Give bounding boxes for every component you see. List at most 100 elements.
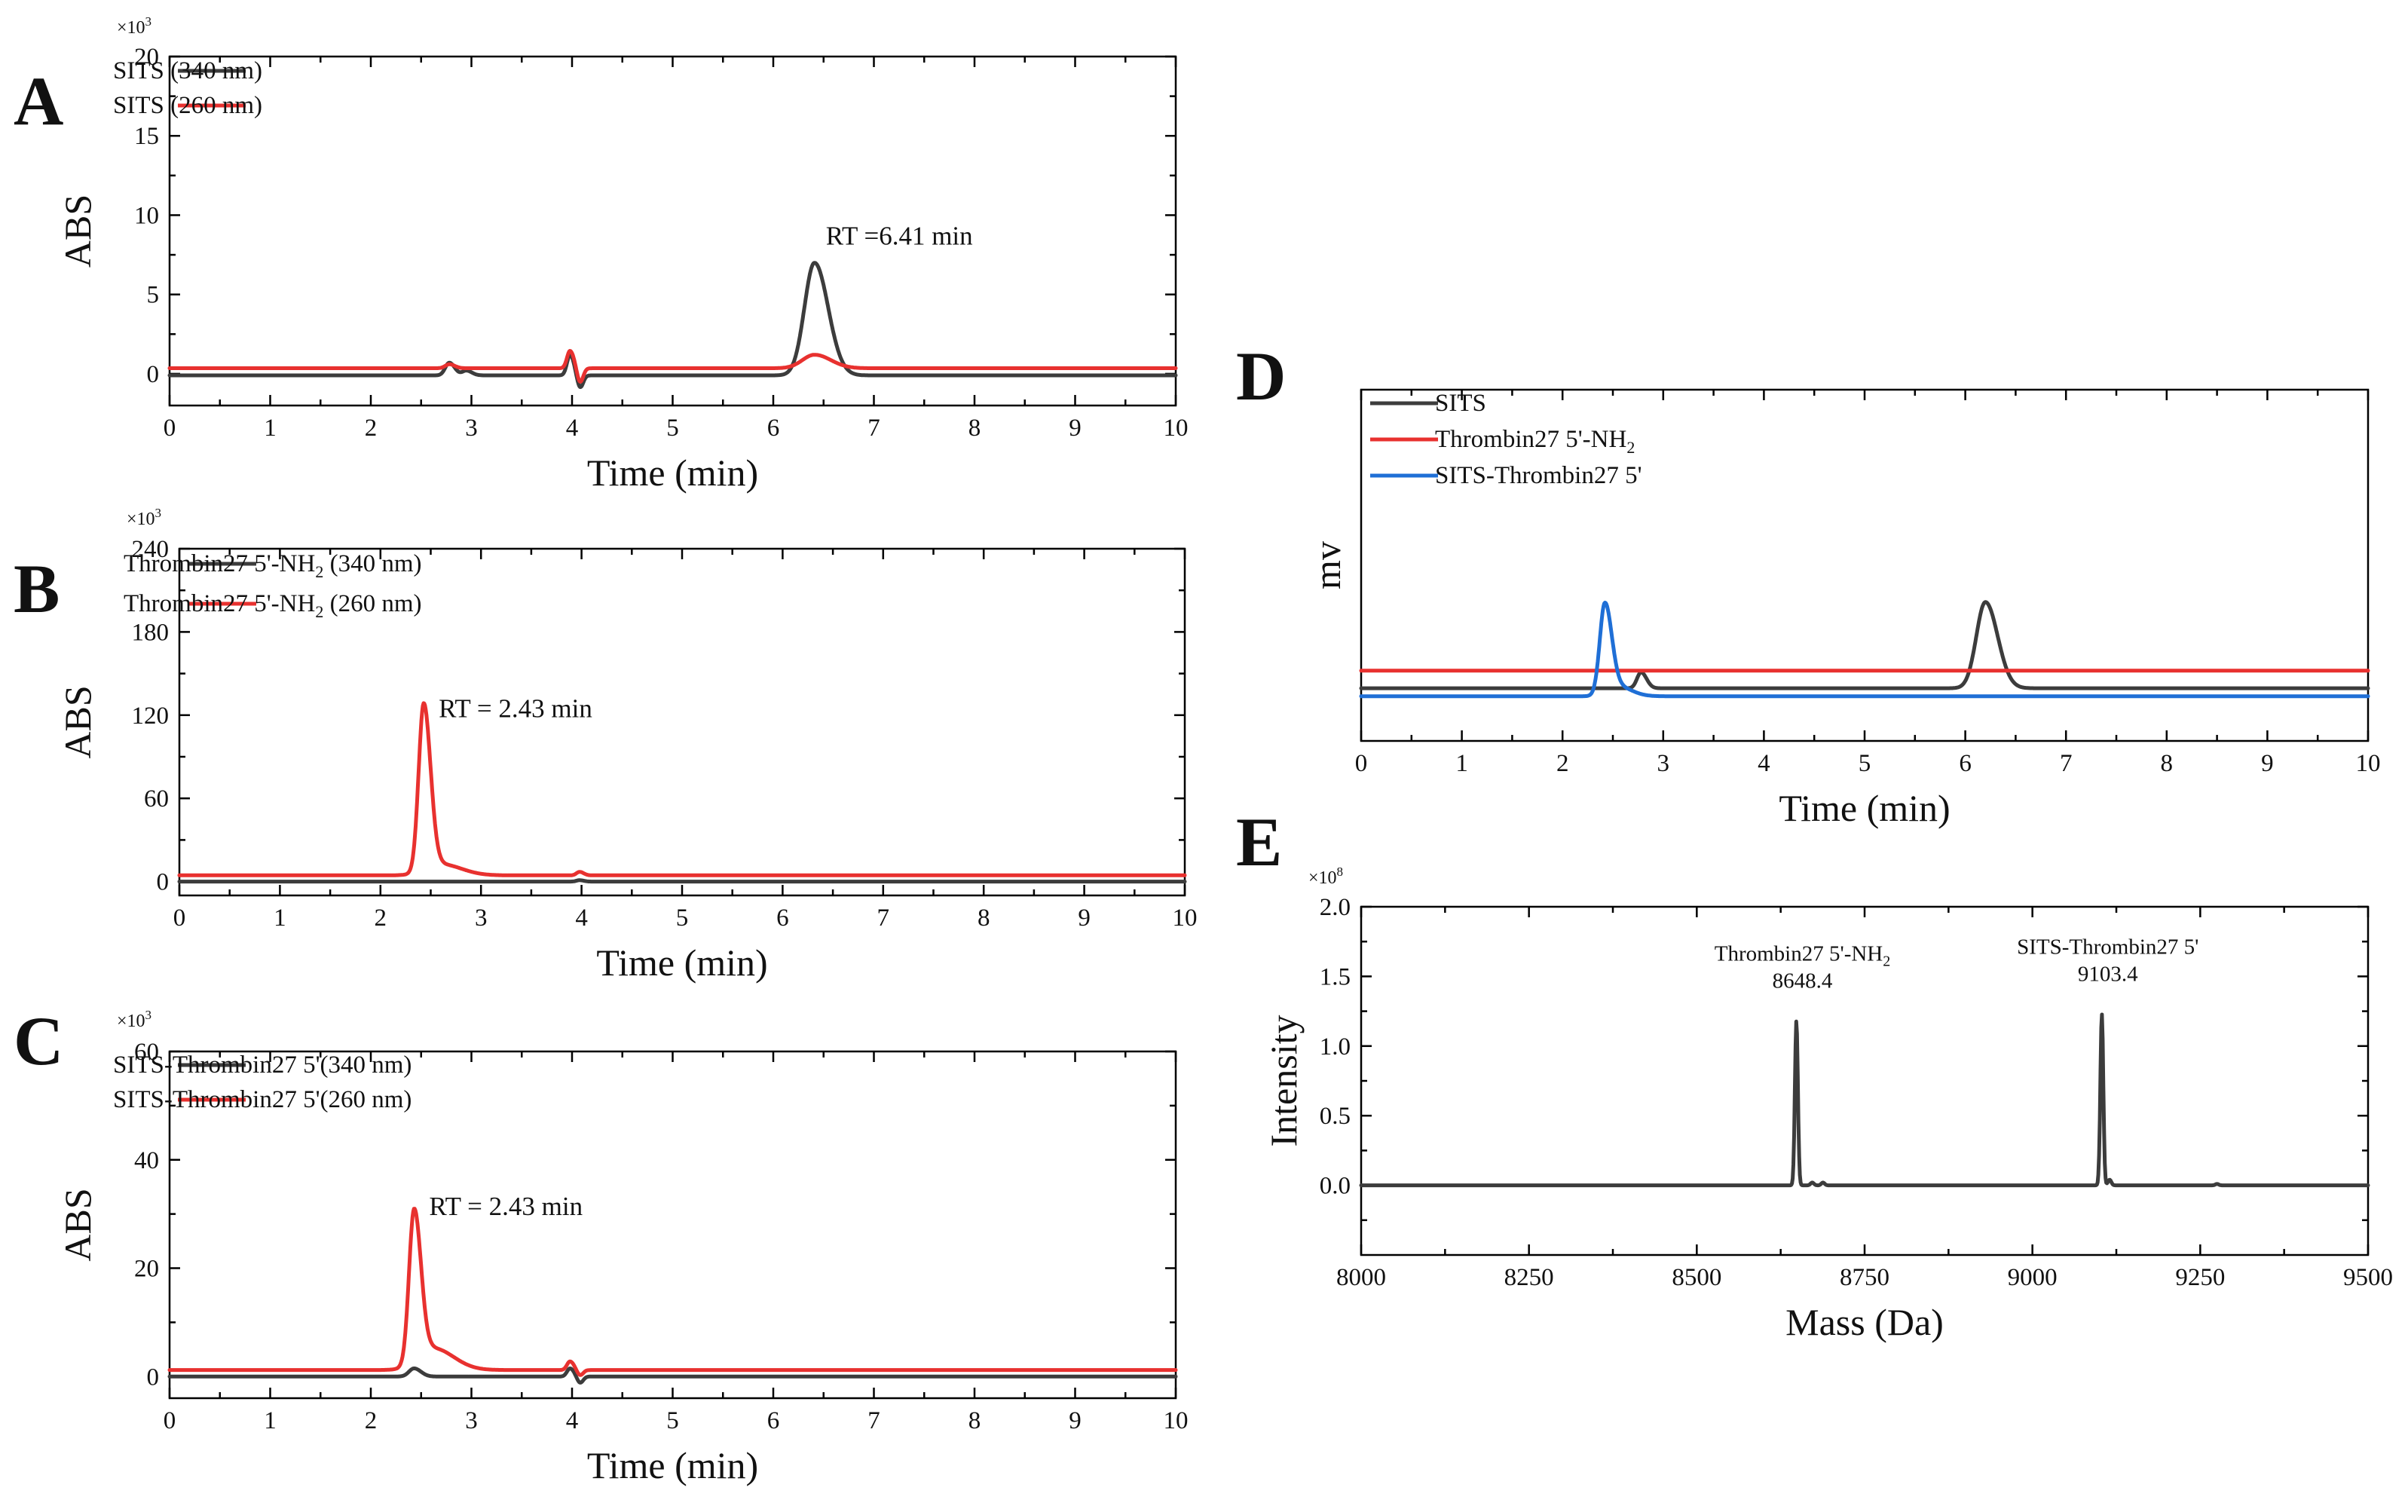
y-multiplier-B: ×103 — [127, 506, 161, 529]
x-axis-title-C: Time (min) — [587, 1444, 758, 1486]
x-tick-label-D: 2 — [1556, 750, 1569, 777]
x-tick-label-E: 8500 — [1672, 1264, 1721, 1291]
y-tick-label-B: 240 — [132, 536, 170, 563]
legend-label-A-1: SITS (260 nm) — [113, 92, 262, 119]
chart-A: 0 1 2 3 4 5 6 7 8 9 10 0 5 10 15 20 ×103 Time (min) ABS SIT… — [57, 14, 1189, 494]
y-tick-label-C: 40 — [134, 1147, 159, 1174]
y-tick-label-A: 20 — [134, 44, 159, 71]
y-tick-label-B: 120 — [132, 702, 170, 730]
x-tick-label-E: 8000 — [1336, 1264, 1386, 1291]
series-line-C-1 — [167, 1207, 1178, 1377]
y-axis-title-D: mv — [1306, 541, 1348, 589]
x-tick-label-E: 8250 — [1504, 1264, 1554, 1291]
x-tick-label-D: 0 — [1355, 750, 1368, 777]
panel-letter-B: B — [14, 550, 60, 627]
legend-label-D-0: SITS — [1435, 390, 1486, 417]
y-tick-label-A: 10 — [134, 202, 159, 229]
x-tick-label-E: 8750 — [1840, 1264, 1889, 1291]
peak-label-E-0: Thrombin27 5'-NH2 — [1715, 942, 1891, 970]
annotation-B-0: RT = 2.43 min — [439, 694, 592, 724]
y-axis-title-A: ABS — [57, 194, 99, 268]
x-tick-label-C: 3 — [465, 1407, 478, 1434]
x-tick-label-C: 0 — [164, 1407, 176, 1434]
y-multiplier-C: ×103 — [117, 1008, 151, 1031]
series-line-A-1 — [167, 349, 1178, 384]
x-tick-label-B: 2 — [375, 904, 387, 932]
y-tick-label-E: 1.5 — [1320, 963, 1351, 990]
series-line-B-0 — [177, 878, 1187, 884]
x-tick-label-B: 1 — [274, 904, 286, 932]
legend-label-C-1: SITS-Thrombin27 5'(260 nm) — [113, 1086, 412, 1113]
legend-label-B-1: Thrombin27 5'-NH2 (260 nm) — [124, 590, 422, 621]
x-tick-label-E: 9500 — [2343, 1264, 2393, 1291]
x-tick-label-D: 9 — [2261, 750, 2274, 777]
x-tick-label-D: 6 — [1959, 750, 1972, 777]
legend-label-C-0: SITS-Thrombin27 5'(340 nm) — [113, 1051, 412, 1079]
y-tick-label-E: 0.5 — [1320, 1103, 1351, 1130]
x-tick-label-A: 10 — [1164, 415, 1189, 442]
x-tick-label-A: 1 — [264, 415, 277, 442]
panel-letter-E: E — [1236, 803, 1282, 880]
x-tick-label-C: 6 — [767, 1407, 780, 1434]
peak-label-E-1: SITS-Thrombin27 5' — [2017, 935, 2198, 959]
x-tick-label-A: 5 — [666, 415, 679, 442]
y-tick-label-C: 20 — [134, 1256, 159, 1283]
y-tick-label-A: 5 — [147, 282, 160, 309]
x-tick-label-A: 7 — [867, 415, 880, 442]
chart-C: 0 1 2 3 4 5 6 7 8 9 10 0 20 40 60 ×103 Time (min) ABS SITS… — [57, 1008, 1189, 1486]
x-tick-label-C: 4 — [566, 1407, 579, 1434]
x-tick-label-C: 9 — [1069, 1407, 1082, 1434]
panel-letter-A: A — [14, 63, 63, 139]
y-multiplier-E: ×108 — [1308, 865, 1343, 888]
x-tick-label-C: 2 — [365, 1407, 378, 1434]
series-line-D-0 — [1359, 600, 2370, 690]
plot-frame-A — [168, 55, 1177, 407]
y-axis-title-B: ABS — [57, 685, 99, 758]
x-tick-label-A: 8 — [968, 415, 981, 442]
x-tick-label-B: 5 — [676, 904, 689, 932]
y-tick-label-E: 1.0 — [1320, 1033, 1351, 1061]
x-tick-label-A: 6 — [767, 415, 780, 442]
y-tick-label-A: 0 — [147, 361, 160, 388]
x-tick-label-B: 8 — [978, 904, 990, 932]
x-tick-label-B: 4 — [575, 904, 588, 932]
y-tick-label-B: 0 — [157, 869, 170, 896]
y-tick-label-B: 180 — [132, 619, 170, 646]
series-line-C-0 — [167, 1367, 1178, 1385]
series-line-D-2 — [1359, 601, 2370, 699]
series-line-A-0 — [167, 261, 1178, 390]
y-tick-label-C: 60 — [134, 1039, 159, 1066]
y-tick-label-C: 0 — [147, 1364, 160, 1391]
x-tick-label-E: 9250 — [2175, 1264, 2225, 1291]
chart-B: 0 1 2 3 4 5 6 7 8 9 10 0 60 120 180 240 ×103 Time (min) AB… — [57, 506, 1198, 984]
chart-D: 0 1 2 3 4 5 6 7 8 9 10 Time (min) mv SITS Thrombin27 5… — [1306, 388, 2381, 829]
x-tick-label-C: 10 — [1164, 1407, 1189, 1434]
x-tick-label-B: 6 — [776, 904, 789, 932]
y-tick-label-E: 2.0 — [1320, 894, 1351, 921]
legend-label-D-1: Thrombin27 5'-NH2 — [1435, 426, 1635, 457]
x-tick-label-A: 3 — [465, 415, 478, 442]
y-tick-label-A: 15 — [134, 123, 159, 150]
x-tick-label-A: 9 — [1069, 415, 1082, 442]
x-tick-label-B: 10 — [1173, 904, 1198, 932]
x-tick-label-D: 8 — [2161, 750, 2174, 777]
y-axis-title-E: Intensity — [1262, 1015, 1305, 1147]
y-tick-label-B: 60 — [144, 785, 169, 813]
x-axis-title-B: Time (min) — [596, 941, 767, 984]
peak-mass-E-0: 8648.4 — [1773, 969, 1833, 993]
x-tick-label-D: 10 — [2356, 750, 2381, 777]
peak-mass-E-1: 9103.4 — [2078, 962, 2138, 986]
legend-label-A-0: SITS (340 nm) — [113, 57, 262, 84]
annotation-A-0: RT =6.41 min — [826, 221, 973, 250]
x-tick-label-A: 0 — [164, 415, 176, 442]
x-tick-label-D: 3 — [1657, 750, 1670, 777]
x-tick-label-C: 8 — [968, 1407, 981, 1434]
x-tick-label-B: 3 — [475, 904, 488, 932]
panel-letter-D: D — [1236, 338, 1286, 415]
x-tick-label-B: 0 — [173, 904, 186, 932]
y-tick-label-E: 0.0 — [1320, 1173, 1351, 1200]
x-tick-label-D: 4 — [1758, 750, 1770, 777]
x-tick-label-D: 5 — [1859, 750, 1871, 777]
x-tick-label-A: 2 — [365, 415, 378, 442]
x-tick-label-C: 1 — [264, 1407, 277, 1434]
